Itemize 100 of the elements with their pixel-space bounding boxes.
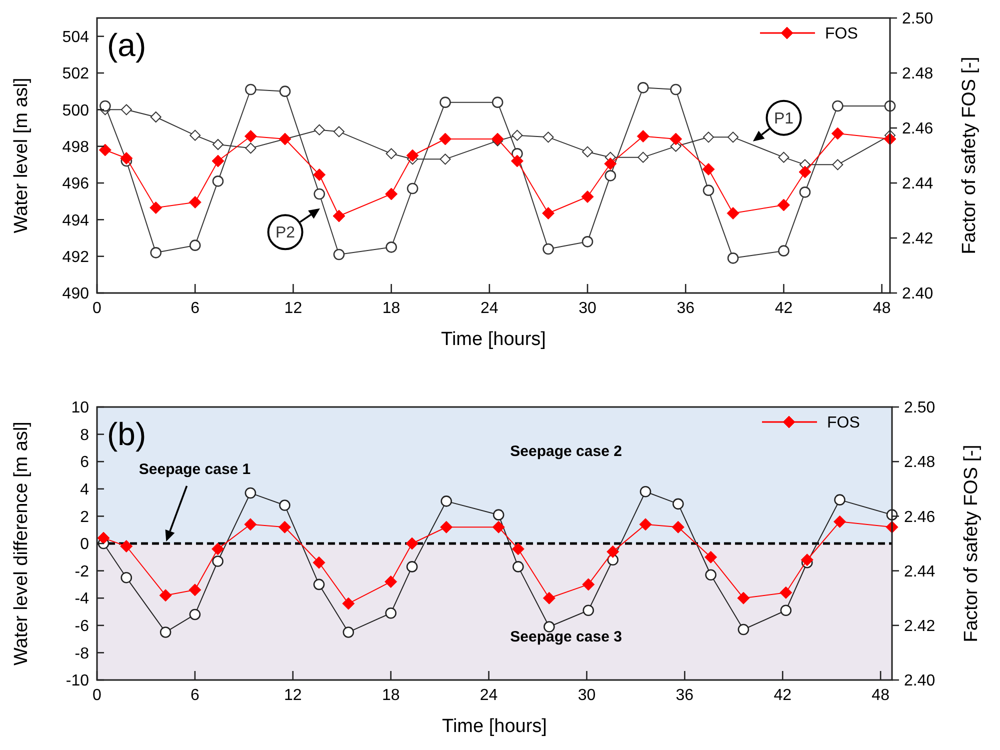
point	[100, 100, 111, 112]
point	[120, 540, 133, 552]
ref-line-label: Seepage case 1	[138, 460, 251, 478]
y2-tick-label: 2.42	[904, 618, 936, 635]
point	[150, 112, 162, 122]
point	[512, 130, 523, 141]
point	[212, 556, 224, 567]
point	[542, 592, 556, 604]
x-tick-label: 6	[190, 687, 200, 704]
point	[702, 184, 714, 196]
point	[189, 240, 201, 251]
point	[798, 166, 812, 178]
y-tick-label: 504	[62, 28, 90, 46]
y-tick-label: 492	[62, 248, 90, 266]
y2-tick-label: 2.44	[902, 176, 934, 193]
band-label: Seepage case 3	[510, 628, 622, 646]
point	[582, 146, 594, 158]
point	[702, 163, 715, 176]
y2-axis-title: Factor of safety FOS [-]	[959, 56, 980, 254]
point	[834, 515, 846, 528]
point	[777, 198, 790, 212]
point	[120, 104, 132, 116]
point	[606, 545, 620, 558]
y2-tick-label: 2.48	[904, 454, 936, 472]
point	[637, 82, 649, 94]
point	[832, 100, 844, 112]
x-tick-label: 12	[284, 687, 302, 704]
point	[406, 182, 418, 194]
series-label: P1	[774, 110, 794, 128]
x-tick-label: 30	[578, 300, 597, 317]
point	[440, 520, 453, 534]
point	[705, 569, 716, 581]
x-tick-label: 48	[872, 300, 891, 317]
y-tick-label: 0	[80, 536, 90, 554]
point	[314, 124, 325, 136]
point	[406, 537, 418, 550]
point	[98, 144, 112, 156]
point	[672, 520, 684, 534]
text: P2	[276, 224, 296, 242]
point	[440, 154, 451, 165]
point	[386, 242, 397, 253]
point	[510, 154, 524, 168]
y2-tick-label: 2.44	[904, 563, 936, 580]
y2-tick-label: 2.46	[902, 120, 934, 138]
x-tick-label: 24	[480, 300, 498, 317]
x-tick-label: 36	[676, 300, 695, 317]
point	[582, 578, 595, 591]
y2-axis-title: Factor of safety FOS [-]	[961, 444, 982, 642]
y-tick-label: -2	[74, 563, 90, 580]
point	[244, 518, 257, 531]
y2-tick-label: 2.40	[904, 672, 936, 690]
y-tick-label: 4	[80, 482, 90, 498]
point	[212, 154, 224, 168]
point	[440, 496, 452, 507]
point	[245, 142, 256, 154]
legend-label: FOS	[827, 414, 860, 432]
point	[780, 586, 792, 599]
x-tick-label: 30	[578, 687, 596, 704]
point	[160, 626, 172, 638]
point	[542, 132, 554, 143]
x-tick-label: 36	[676, 687, 694, 704]
point	[212, 542, 224, 556]
point	[97, 532, 110, 544]
point	[703, 132, 714, 143]
point	[245, 84, 256, 96]
x-tick-label: 6	[190, 300, 200, 317]
point	[313, 168, 326, 181]
x-axis-title: Time [hours]	[441, 329, 546, 350]
y-axis-title: Water level difference [m asl]	[11, 422, 32, 666]
point	[159, 589, 172, 602]
point	[726, 207, 740, 220]
band-label: Seepage case 2	[510, 442, 622, 460]
point	[639, 518, 652, 531]
point	[385, 188, 398, 200]
x-tick-label: 18	[382, 687, 400, 704]
point	[831, 127, 844, 140]
point	[190, 130, 201, 141]
x-tick-label: 18	[382, 300, 400, 317]
point	[313, 578, 325, 590]
point	[604, 170, 616, 182]
y2-tick-label: 2.46	[904, 508, 936, 526]
point	[386, 148, 397, 160]
point	[120, 152, 133, 164]
point	[800, 554, 814, 566]
x-tick-label: 24	[480, 687, 498, 704]
point	[834, 494, 846, 506]
y-tick-label: 502	[62, 66, 90, 83]
y2-tick-label: 2.50	[902, 10, 934, 28]
point	[333, 126, 344, 138]
y2-tick-label: 2.48	[902, 66, 934, 83]
point	[312, 556, 326, 569]
point	[491, 132, 504, 146]
point	[120, 572, 132, 584]
y-tick-label: 8	[80, 426, 90, 444]
point	[638, 152, 649, 163]
point	[244, 130, 257, 142]
x-tick-label: 0	[92, 687, 102, 704]
point	[582, 604, 594, 616]
point	[333, 248, 345, 260]
y2-tick-label: 2.40	[902, 286, 934, 303]
